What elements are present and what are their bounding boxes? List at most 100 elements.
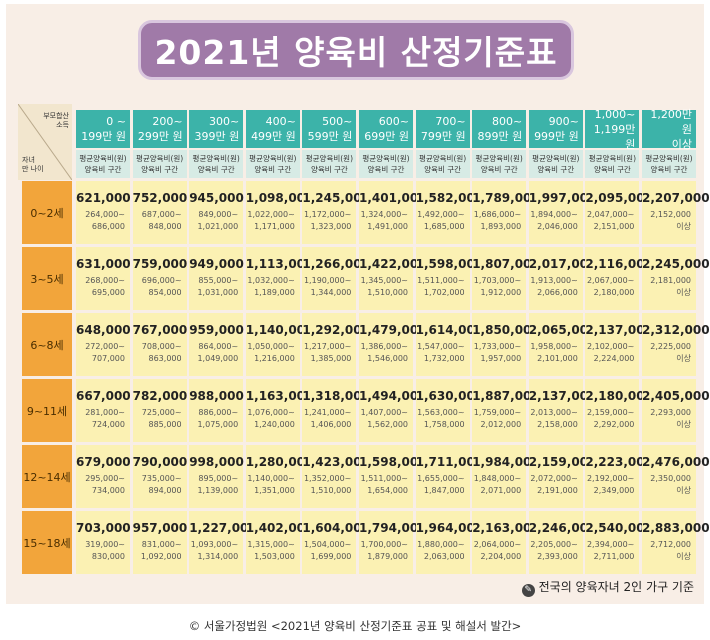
range-high: 1,732,000 — [423, 354, 465, 363]
range-high: 이상 — [676, 486, 691, 495]
average-label: 평균양육비(원) — [305, 154, 354, 163]
range-low: 2,181,000 — [650, 276, 691, 285]
range-low: 849,000~ — [198, 210, 239, 219]
range-high: 2,063,000 — [423, 552, 465, 561]
average-cost: 1,850,000 — [472, 323, 540, 337]
average-label: 평균양육비(원) — [418, 154, 467, 163]
table-cell: 1,984,000 1,848,000~ 2,071,000 — [472, 445, 540, 508]
range-low: 1,076,000~ — [247, 408, 295, 417]
average-cost: 1,245,000 — [302, 191, 370, 205]
range-low: 687,000~ — [141, 210, 182, 219]
diagonal-divider — [18, 104, 72, 180]
range-low: 1,386,000~ — [360, 342, 408, 351]
average-cost: 759,000 — [132, 257, 188, 271]
table-cell: 988,000 886,000~ 1,075,000 — [189, 379, 244, 442]
income-column-header: 900~ 999만 원 — [528, 110, 583, 148]
average-cost: 1,964,000 — [415, 521, 484, 535]
column-subheader: 평균양육비(원) 양육비 구간 — [132, 150, 187, 178]
table-cell: 2,223,000 2,192,000~ 2,349,000 — [585, 445, 653, 508]
range-label: 양육비 구간 — [650, 165, 688, 174]
average-label: 평균양육비(원) — [362, 154, 410, 163]
range-low: 895,000~ — [198, 474, 239, 483]
range-high: 2,180,000 — [593, 288, 635, 297]
range-low: 1,352,000~ — [303, 474, 352, 483]
range-low: 1,241,000~ — [303, 408, 352, 417]
range-low: 2,159,000~ — [586, 408, 635, 417]
range-high: 1,699,000 — [310, 552, 352, 561]
average-cost: 2,137,000 — [528, 389, 597, 403]
income-axis-label: 부모합산 소득 — [43, 112, 69, 129]
range-low: 1,848,000~ — [473, 474, 522, 483]
income-column-header: 600~ 699만 원 — [359, 110, 413, 148]
range-high: 2,101,000 — [537, 354, 578, 363]
range-high: 2,066,000 — [537, 288, 578, 297]
average-cost: 1,292,000 — [302, 323, 370, 337]
income-column-header: 700~ 799만 원 — [415, 110, 470, 148]
income-column-header: 1,200만 원 이상 — [642, 108, 696, 151]
range-low: 696,000~ — [141, 276, 182, 285]
range-high: 1,654,000 — [367, 486, 408, 495]
range-low: 1,492,000~ — [417, 210, 465, 219]
range-high: 2,151,000 — [593, 222, 635, 231]
average-cost: 2,245,000 — [642, 257, 710, 271]
income-range-start: 200~ — [152, 115, 183, 128]
range-low: 1,345,000~ — [360, 276, 408, 285]
range-high: 848,000 — [148, 222, 182, 231]
range-low: 319,000~ — [85, 540, 125, 549]
income-range-end: 699만 원 — [364, 130, 409, 143]
range-high: 1,406,000 — [310, 420, 352, 429]
income-column-header: 1,000~ 1,199만 원 — [585, 108, 640, 151]
average-cost: 2,405,000 — [642, 389, 710, 403]
table-cell: 2,137,000 2,102,000~ 2,224,000 — [585, 313, 653, 376]
range-high: 이상 — [676, 222, 691, 231]
table-cell: 621,000 264,000~ 686,000 — [76, 181, 131, 244]
average-cost: 2,163,000 — [472, 521, 540, 535]
table-cell: 1,850,000 1,733,000~ 1,957,000 — [472, 313, 540, 376]
range-low: 831,000~ — [141, 540, 182, 549]
range-high: 이상 — [676, 288, 691, 297]
average-cost: 667,000 — [76, 389, 131, 403]
range-low: 1,315,000~ — [247, 540, 295, 549]
income-range-end: 499만 원 — [251, 130, 296, 143]
average-cost: 1,598,000 — [415, 257, 484, 271]
range-low: 1,140,000~ — [247, 474, 295, 483]
range-high: 1,758,000 — [423, 420, 465, 429]
average-cost: 1,630,000 — [415, 389, 484, 403]
column-subheader: 평균양육비(원) 양육비 구간 — [528, 150, 583, 178]
range-high: 2,012,000 — [480, 420, 522, 429]
table-cell: 1,227,000 1,093,000~ 1,314,000 — [189, 511, 257, 574]
range-low: 2,072,000~ — [530, 474, 578, 483]
average-cost: 1,423,000 — [302, 455, 370, 469]
average-cost: 1,984,000 — [472, 455, 540, 469]
income-column-header: 200~ 299만 원 — [132, 110, 187, 148]
range-low: 268,000~ — [85, 276, 125, 285]
column-subheader: 평균양육비(원) 양육비 구간 — [642, 150, 696, 178]
income-range-start: 900~ — [548, 115, 579, 128]
range-low: 2,064,000~ — [473, 540, 522, 549]
range-high: 1,546,000 — [367, 354, 408, 363]
table-cell: 1,630,000 1,563,000~ 1,758,000 — [415, 379, 484, 442]
average-cost: 1,227,000 — [189, 521, 257, 535]
range-high: 707,000 — [91, 354, 125, 363]
range-high: 2,204,000 — [480, 552, 522, 561]
table-cell: 998,000 895,000~ 1,139,000 — [189, 445, 244, 508]
table-cell: 1,794,000 1,700,000~ 1,879,000 — [359, 511, 427, 574]
average-cost: 1,789,000 — [472, 191, 540, 205]
basis-note: ✎ 전국의 양육자녀 2인 가구 기준 — [521, 578, 694, 597]
range-low: 1,880,000~ — [417, 540, 465, 549]
range-high: 894,000 — [148, 486, 182, 495]
source-caption: © 서울가정법원 <2021년 양육비 산정기준표 공표 및 해설서 발간> — [188, 619, 522, 633]
income-range-start: 500~ — [322, 115, 353, 128]
range-high: 이상 — [676, 354, 691, 363]
table-cell: 1,140,000 1,050,000~ 1,216,000 — [245, 313, 313, 376]
range-high: 1,240,000 — [254, 420, 295, 429]
average-label: 평균양육비(원) — [192, 154, 240, 163]
range-low: 2,047,000~ — [586, 210, 635, 219]
range-low: 2,712,000 — [650, 540, 691, 549]
range-high: 885,000 — [148, 420, 182, 429]
range-high: 1,021,000 — [197, 222, 239, 231]
average-label: 평균양육비(원) — [588, 154, 637, 163]
average-cost: 2,116,000 — [585, 257, 653, 271]
table-cell: 2,245,000 2,181,000 이상 — [642, 247, 710, 310]
range-high: 2,191,000 — [537, 486, 578, 495]
